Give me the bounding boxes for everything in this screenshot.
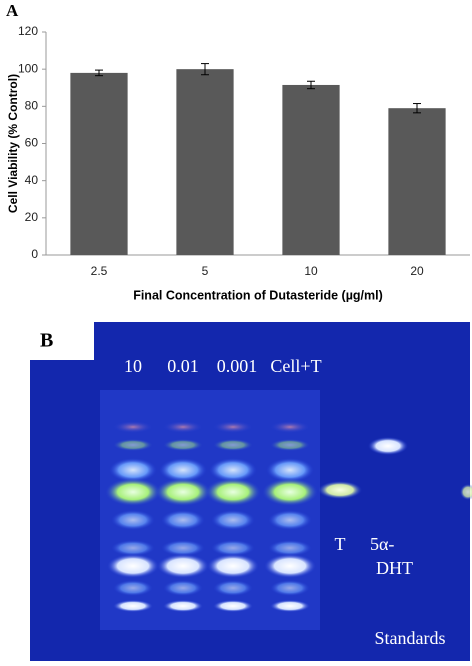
standard-label: T [335,534,346,554]
standard-label: DHT [376,558,413,578]
spot [157,554,209,578]
y-tick-label: 80 [25,99,39,113]
spot [268,540,312,556]
panel-label: B [40,330,53,352]
lane-label: 0.01 [167,356,199,376]
y-tick-label: 120 [18,24,38,38]
y-tick-label: 20 [25,210,39,224]
spot [213,580,253,596]
spot [264,554,316,578]
spot [163,600,203,612]
spot [163,580,203,596]
spot [213,421,253,433]
spot [205,478,261,506]
spot [113,600,153,612]
spot [155,478,211,506]
lane-label: Cell+T [270,356,321,376]
spot [159,458,207,482]
spot [270,580,310,596]
x-tick-label: 2.5 [91,264,108,278]
spot [107,554,159,578]
spot [213,439,253,451]
spot [262,478,318,506]
spot [266,458,314,482]
spot [113,421,153,433]
tlc-plate [30,322,472,661]
bar [282,84,340,256]
spot [209,458,257,482]
x-tick-label: 5 [202,264,209,278]
spot [113,439,153,451]
spot [161,510,205,530]
y-axis-label: Cell Viability (% Control) [6,74,20,213]
spot [270,600,310,612]
bar [70,72,128,255]
spot [268,510,312,530]
lane-label: 10 [124,356,142,376]
y-tick-label: 0 [31,247,38,261]
spot [163,421,203,433]
spot [368,437,408,455]
bar [388,108,446,255]
spot [161,540,205,556]
spot [111,510,155,530]
spot [270,439,310,451]
spot [270,421,310,433]
x-axis-label: Final Concentration of Dutasteride (µg/m… [133,288,383,302]
panel-label: A [6,1,19,20]
standard-label: 5α- [370,534,394,554]
spot [460,484,472,500]
spot [207,554,259,578]
y-tick-label: 40 [25,173,39,187]
spot [211,540,255,556]
spot [113,580,153,596]
y-tick-label: 100 [18,61,38,75]
spot [211,510,255,530]
spot [213,600,253,612]
bar [176,69,234,256]
x-tick-label: 20 [410,264,424,278]
spot [111,540,155,556]
spot [163,439,203,451]
spot [105,478,161,506]
standards-label: Standards [375,628,446,648]
y-tick-label: 60 [25,136,39,150]
spot [109,458,157,482]
spot [318,481,362,499]
x-tick-label: 10 [304,264,318,278]
lane-label: 0.001 [217,356,258,376]
